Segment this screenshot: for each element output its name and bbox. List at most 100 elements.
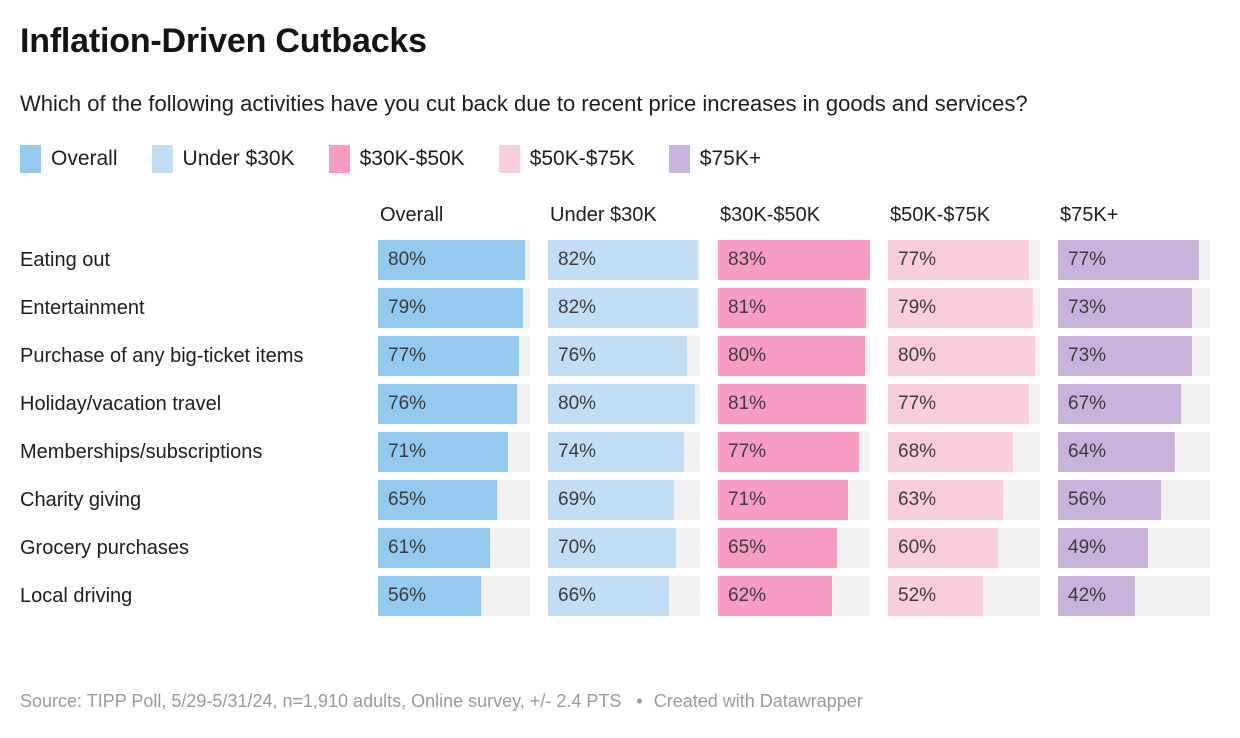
bar-track: 56% xyxy=(378,576,530,617)
bar-track: 68% xyxy=(888,432,1040,473)
bar-track: 77% xyxy=(888,384,1040,425)
bar xyxy=(378,528,490,569)
bar xyxy=(1058,288,1192,329)
bar xyxy=(1058,384,1181,425)
bar-value-label: 64% xyxy=(1068,441,1107,463)
bar xyxy=(548,432,684,473)
legend-item: Under $30K xyxy=(151,145,295,174)
bar-track: 81% xyxy=(718,288,870,329)
column-header-row: Overall Under $30K $30K-$50K $50K-$75K $75K+ xyxy=(20,204,1210,227)
bar-value-label: 70% xyxy=(558,537,597,559)
bar xyxy=(1058,480,1161,521)
bar xyxy=(888,528,998,569)
legend-swatch xyxy=(328,145,350,174)
bar-value-label: 65% xyxy=(388,489,427,511)
bar-track: 77% xyxy=(378,336,530,377)
bar xyxy=(718,384,867,425)
legend-item: $50K-$75K xyxy=(498,145,635,174)
bar-track: 79% xyxy=(378,288,530,329)
bar xyxy=(718,576,832,617)
bar xyxy=(548,384,695,425)
bar-value-label: 77% xyxy=(1068,249,1107,271)
bar xyxy=(888,288,1033,329)
table-row: Local driving 56% 66% 62% 52% 42% xyxy=(20,576,1210,617)
bar-track: 67% xyxy=(1058,384,1210,425)
bar-value-label: 82% xyxy=(558,297,597,319)
bar-value-label: 79% xyxy=(898,297,937,319)
bar-value-label: 73% xyxy=(1068,345,1107,367)
bar xyxy=(718,432,859,473)
bar xyxy=(378,240,525,281)
bar-track: 49% xyxy=(1058,528,1210,569)
bar-track: 60% xyxy=(888,528,1040,569)
row-label: Entertainment xyxy=(20,296,145,319)
bar-track: 82% xyxy=(548,288,700,329)
bar xyxy=(1058,240,1199,281)
bar-value-label: 77% xyxy=(898,249,937,271)
legend-label: $75K+ xyxy=(699,147,762,171)
bar xyxy=(718,288,867,329)
bar-value-label: 76% xyxy=(558,345,597,367)
column-header: $50K-$75K xyxy=(890,204,991,227)
bar xyxy=(378,480,498,521)
bar-value-label: 42% xyxy=(1068,585,1107,607)
bar-value-label: 80% xyxy=(728,345,767,367)
bar-track: 69% xyxy=(548,480,700,521)
bar-value-label: 79% xyxy=(388,297,427,319)
bar-track: 42% xyxy=(1058,576,1210,617)
table-row: Grocery purchases 61% 70% 65% 60% 49% xyxy=(20,528,1210,569)
legend-swatch xyxy=(498,145,520,174)
bar-track: 82% xyxy=(548,240,700,281)
table-row: Purchase of any big-ticket items 77% 76% 80… xyxy=(20,336,1210,377)
bar xyxy=(718,336,865,377)
bar-value-label: 63% xyxy=(898,489,937,511)
bar-value-label: 80% xyxy=(558,393,597,415)
bar-value-label: 56% xyxy=(388,585,427,607)
bar-track: 63% xyxy=(888,480,1040,521)
bar xyxy=(378,432,509,473)
row-label: Grocery purchases xyxy=(20,536,189,559)
bar-track: 77% xyxy=(718,432,870,473)
bar xyxy=(548,240,699,281)
footer-separator: • xyxy=(636,691,643,711)
legend-swatch xyxy=(668,145,690,174)
bar-value-label: 77% xyxy=(898,393,937,415)
bar xyxy=(888,576,984,617)
bar-value-label: 61% xyxy=(388,537,427,559)
table-row: Eating out 80% 82% 83% 77% 77% xyxy=(20,240,1210,281)
bar-value-label: 52% xyxy=(898,585,937,607)
chart-title: Inflation-Driven Cutbacks xyxy=(20,22,427,60)
bar xyxy=(378,576,481,617)
bar xyxy=(888,480,1004,521)
table-row: Holiday/vacation travel 76% 80% 81% 77% 67% xyxy=(20,384,1210,425)
table-row: Memberships/subscriptions 71% 74% 77% 68% 64% xyxy=(20,432,1210,473)
bar xyxy=(718,480,849,521)
row-label: Purchase of any big-ticket items xyxy=(20,344,304,367)
bar xyxy=(718,240,870,281)
bar-value-label: 56% xyxy=(1068,489,1107,511)
bar-track: 74% xyxy=(548,432,700,473)
bar-track: 76% xyxy=(378,384,530,425)
bar xyxy=(1058,432,1176,473)
bar-value-label: 76% xyxy=(388,393,427,415)
datawrapper-attribution-link[interactable]: Created with Datawrapper xyxy=(653,691,863,711)
bar-track: 56% xyxy=(1058,480,1210,521)
bar-value-label: 69% xyxy=(558,489,597,511)
bar xyxy=(548,576,669,617)
bar-track: 79% xyxy=(888,288,1040,329)
bar-value-label: 66% xyxy=(558,585,597,607)
bar-value-label: 68% xyxy=(898,441,937,463)
legend-swatch xyxy=(151,145,173,174)
bar-track: 71% xyxy=(378,432,530,473)
bar-track: 62% xyxy=(718,576,870,617)
row-label: Charity giving xyxy=(20,488,142,511)
bar-track: 80% xyxy=(378,240,530,281)
legend-label: $30K-$50K xyxy=(359,147,465,171)
bar xyxy=(888,336,1035,377)
bar-track: 80% xyxy=(888,336,1040,377)
bar-value-label: 71% xyxy=(728,489,767,511)
bar-table: Eating out 80% 82% 83% 77% 77% Entertainment 79… xyxy=(20,240,1210,617)
table-row: Entertainment 79% 82% 81% 79% 73% xyxy=(20,288,1210,329)
bar-track: 65% xyxy=(378,480,530,521)
bar-track: 76% xyxy=(548,336,700,377)
